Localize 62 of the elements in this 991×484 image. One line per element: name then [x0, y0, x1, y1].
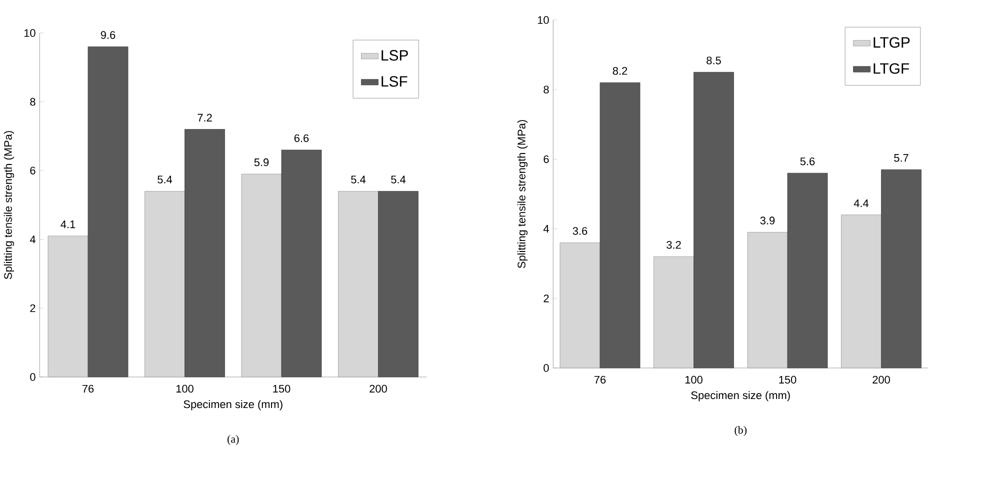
- y-tick-label: 4: [30, 236, 36, 244]
- data-label: 3.9: [760, 216, 775, 224]
- y-tick-label: 0: [30, 373, 36, 381]
- y-tick-label: 4: [543, 225, 549, 233]
- data-label: 8.5: [706, 56, 721, 64]
- x-axis-title: Specimen size (mm): [691, 391, 790, 402]
- y-tick-label: 6: [30, 166, 36, 174]
- bar: [144, 191, 185, 378]
- y-axis-title: Splitting tensile strength (MPa): [517, 120, 528, 268]
- bar: [787, 172, 828, 368]
- legend-label: LSF: [382, 76, 408, 87]
- bar: [654, 256, 694, 368]
- data-label: 5.9: [254, 158, 269, 166]
- y-tick-label: 2: [30, 304, 36, 312]
- x-tick-label: 150: [779, 376, 796, 384]
- data-label: 8.2: [612, 67, 628, 75]
- bar: [48, 236, 88, 378]
- y-tick-label: 8: [30, 98, 36, 106]
- y-tick-label: 0: [544, 364, 549, 372]
- bar: [560, 242, 600, 368]
- data-label: 5.4: [158, 176, 172, 184]
- bar: [841, 214, 882, 368]
- bar: [184, 129, 225, 378]
- data-label: 4.1: [60, 220, 76, 228]
- bar: [881, 169, 922, 368]
- y-tick-label: 10: [24, 29, 36, 37]
- x-tick-label: 150: [273, 384, 290, 393]
- y-tick-label: 2: [544, 294, 549, 302]
- bar: [694, 72, 734, 368]
- x-tick-label: 200: [370, 384, 387, 393]
- legend-label: LTGP: [874, 37, 910, 48]
- bar: [281, 150, 322, 378]
- legend-label: LTGF: [874, 63, 910, 74]
- bar: [600, 82, 640, 368]
- data-label: 7.2: [198, 114, 212, 122]
- data-label: 3.2: [666, 241, 681, 249]
- x-tick-label: 100: [176, 384, 194, 393]
- x-axis-title: Specimen size (mm): [184, 400, 282, 410]
- data-label: 5.6: [800, 158, 815, 166]
- x-tick-label: 200: [872, 376, 890, 384]
- data-label: 5.4: [351, 176, 366, 184]
- legend-label: LSP: [382, 50, 408, 61]
- text: (a): [228, 435, 239, 445]
- y-tick-label: 6: [544, 155, 549, 164]
- y-tick-label: 8: [544, 86, 549, 94]
- bar: [338, 191, 378, 378]
- data-label: 9.6: [100, 31, 116, 39]
- data-label: 5.7: [894, 154, 908, 162]
- x-tick-label: 76: [594, 376, 606, 384]
- y-tick-label: 10: [538, 16, 549, 24]
- bar: [88, 46, 128, 378]
- data-label: 4.4: [854, 199, 869, 208]
- data-label: 6.6: [294, 134, 309, 142]
- x-tick-label: 100: [685, 376, 702, 384]
- data-label: 3.6: [572, 227, 588, 235]
- bar: [241, 174, 282, 378]
- y-axis-title: Splitting tensile strength (MPa): [4, 131, 14, 280]
- data-label: 5.4: [391, 176, 406, 184]
- bar: [747, 232, 788, 368]
- text: (b): [734, 426, 747, 436]
- x-tick-label: 76: [82, 384, 94, 393]
- bar: [378, 191, 418, 378]
